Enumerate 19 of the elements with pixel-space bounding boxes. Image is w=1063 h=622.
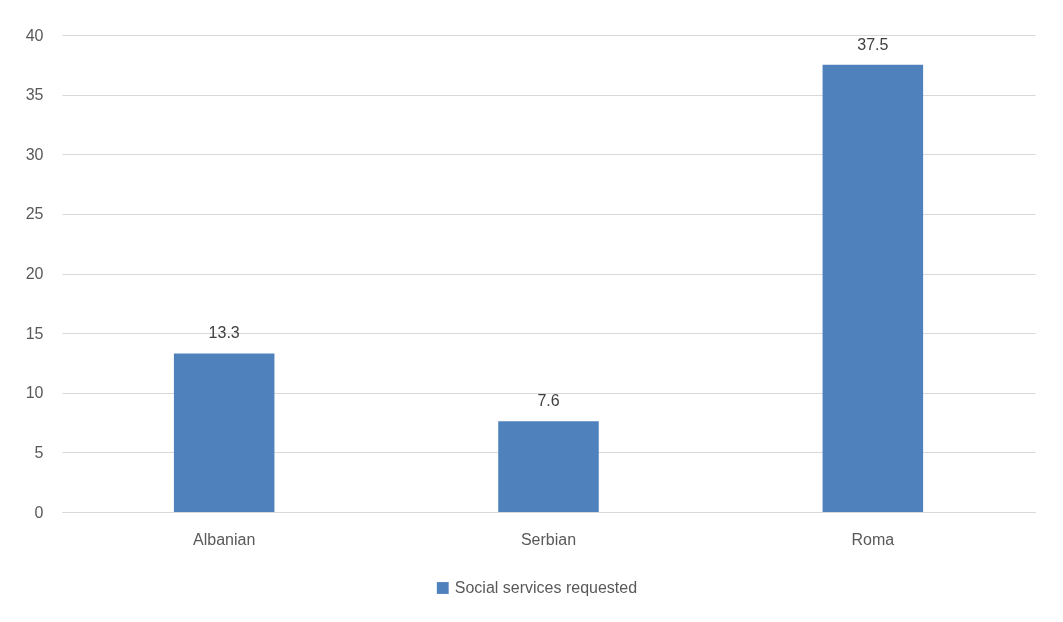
y-tick-label: 10 [25,384,44,402]
x-tick-label: Roma [851,530,895,548]
y-tick-label: 0 [34,503,44,521]
legend-label: Social services requested [454,579,638,596]
y-tick-label: 25 [25,205,44,223]
x-tick-label: Albanian [193,530,256,548]
data-label: 37.5 [857,35,889,53]
bar [173,353,275,512]
bar [822,64,924,512]
y-tick-label: 35 [25,86,44,104]
y-tick-label: 30 [25,145,44,163]
y-tick-label: 15 [25,324,44,342]
y-tick-label: 20 [25,265,44,282]
data-label: 7.6 [537,392,560,410]
y-tick-label: 40 [25,26,44,44]
data-label: 13.3 [208,324,240,342]
y-tick-label: 5 [34,443,44,461]
x-tick-label: Serbian [520,530,577,548]
bar [498,421,599,512]
